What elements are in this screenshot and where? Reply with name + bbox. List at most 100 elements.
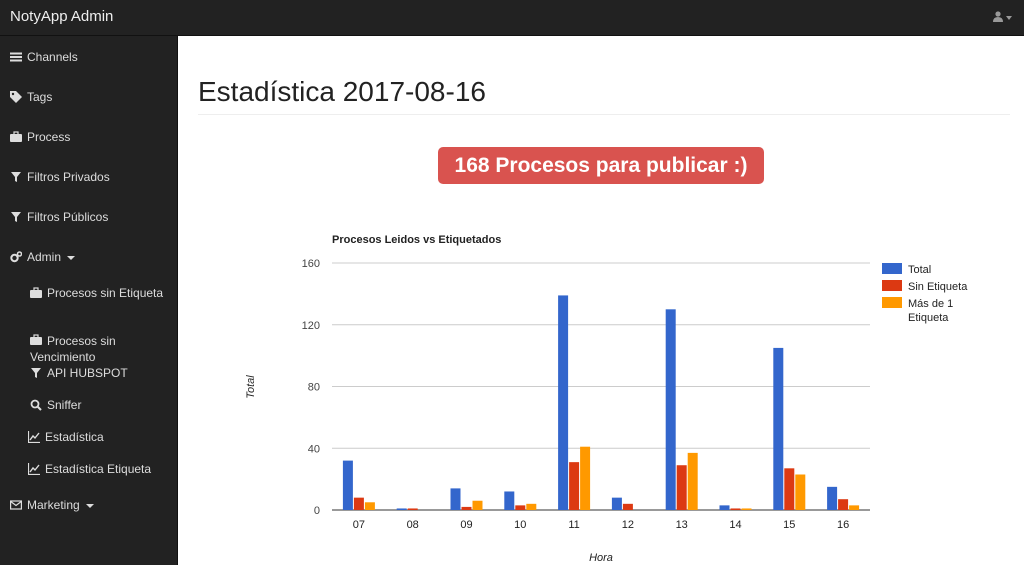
x-tick-label: 14 [729, 519, 741, 531]
y-tick-label: 160 [302, 258, 320, 270]
sidebar-item-process[interactable]: Process [10, 130, 188, 145]
x-axis-label: Hora [589, 552, 613, 564]
sidebar-item-sniffer[interactable]: Sniffer [30, 398, 208, 413]
bar-16-0 [827, 486, 838, 510]
bar-14-1 [730, 508, 741, 510]
legend-swatch [882, 280, 902, 291]
sidebar-item-label: Procesos sin Etiqueta [47, 286, 164, 300]
sidebar-item-estadistica[interactable]: Estadística [28, 430, 206, 445]
legend-swatch [882, 297, 902, 308]
sidebar-item-estadistica-etiqueta[interactable]: Estadística Etiqueta [28, 462, 206, 477]
bar-15-2 [795, 474, 806, 510]
sidebar-item-tags[interactable]: Tags [10, 90, 188, 105]
x-tick-label: 15 [783, 519, 795, 531]
x-tick-label: 09 [460, 519, 472, 531]
brand-link[interactable]: NotyApp Admin [10, 8, 114, 25]
sidebar-item-label: Marketing [27, 498, 80, 512]
legend-label: Más de 1 [908, 298, 953, 310]
sidebar-item-text: Procesos sin Vencimiento [30, 334, 116, 364]
sidebar-item-procesos-sin-etiqueta[interactable]: Procesos sin Etiqueta [30, 286, 208, 301]
sidebar-item-procesos-sin-vencimiento[interactable]: Procesos sin Vencimiento [30, 318, 170, 365]
sidebar-item-label: Process [27, 130, 71, 144]
bar-12-1 [622, 503, 633, 510]
bar-15-1 [784, 468, 795, 510]
filter-icon [10, 211, 22, 223]
briefcase-icon [30, 287, 42, 299]
publish-count-badge: 168 Procesos para publicar :) [438, 147, 764, 184]
bar-13-0 [665, 309, 676, 510]
sidebar-item-label: Filtros Privados [27, 170, 110, 184]
legend-swatch [882, 263, 902, 274]
bar-07-0 [342, 460, 353, 510]
list-icon [10, 51, 22, 63]
bar-09-0 [450, 488, 461, 510]
sidebar-item-label: API HUBSPOT [47, 366, 128, 380]
bar-08-1 [407, 508, 418, 510]
bar-13-1 [676, 465, 687, 510]
y-tick-label: 0 [314, 505, 320, 517]
user-menu[interactable] [993, 11, 1012, 25]
bar-16-2 [849, 505, 860, 510]
x-tick-label: 16 [837, 519, 849, 531]
bar-07-1 [353, 497, 364, 510]
x-tick-label: 08 [407, 519, 419, 531]
sidebar-item-marketing[interactable]: Marketing [10, 498, 188, 513]
main-content: Estadística 2017-08-16 168 Procesos para… [178, 36, 1024, 565]
chevron-down-icon [67, 256, 76, 260]
y-axis-label: Total [245, 375, 257, 399]
bar-11-1 [569, 462, 580, 510]
sidebar-item-label: Estadística [45, 430, 104, 444]
sidebar-item-label: Channels [27, 50, 78, 64]
sidebar-item-channels[interactable]: Channels [10, 50, 188, 65]
bar-08-0 [396, 508, 407, 510]
chart-title: Procesos Leidos vs Etiquetados [332, 234, 501, 246]
bar-12-0 [611, 497, 622, 510]
sidebar-item-label: Estadística Etiqueta [45, 462, 152, 476]
legend-label: Etiqueta [908, 312, 949, 324]
page-title: Estadística 2017-08-16 [198, 76, 486, 107]
bar-15-0 [773, 347, 784, 510]
briefcase-icon [10, 131, 22, 143]
sidebar-item-admin[interactable]: Admin [10, 250, 188, 265]
sidebar-item-api-hubspot[interactable]: API HUBSPOT [30, 366, 208, 381]
x-tick-label: 13 [676, 519, 688, 531]
sidebar-item-label: Filtros Públicos [27, 210, 109, 224]
bar-11-0 [558, 295, 569, 510]
bar-11-2 [580, 446, 591, 510]
filter-icon [10, 171, 22, 183]
sidebar-item-label: Procesos sin Vencimiento [30, 318, 116, 365]
y-tick-label: 120 [302, 320, 320, 332]
briefcase-icon [30, 334, 42, 346]
x-tick-label: 12 [622, 519, 634, 531]
envelope-icon [10, 499, 22, 511]
sidebar-item-filtros-privados[interactable]: Filtros Privados [10, 170, 188, 185]
sidebar-item-label: Tags [27, 90, 53, 104]
y-tick-label: 40 [308, 443, 320, 455]
y-tick-label: 80 [308, 382, 320, 394]
title-divider [198, 114, 1010, 115]
sidebar-item-label: Admin [27, 250, 62, 264]
bar-14-0 [719, 505, 730, 510]
legend-label: Sin Etiqueta [908, 281, 968, 293]
bar-16-1 [838, 499, 849, 510]
filter-icon [30, 367, 42, 379]
tags-icon [10, 91, 22, 103]
user-icon [993, 11, 1003, 25]
chevron-down-icon [1006, 16, 1012, 20]
line-chart-icon [28, 463, 40, 475]
x-tick-label: 07 [353, 519, 365, 531]
search-icon [30, 399, 42, 411]
legend-label: Total [908, 264, 931, 276]
sidebar-item-label: Sniffer [47, 398, 82, 412]
bar-09-2 [472, 500, 483, 510]
line-chart-icon [28, 431, 40, 443]
bar-13-2 [687, 452, 698, 510]
x-tick-label: 11 [568, 519, 579, 531]
sidebar-item-filtros-publicos[interactable]: Filtros Públicos [10, 210, 188, 225]
bar-07-2 [364, 502, 375, 510]
bar-10-0 [504, 491, 515, 510]
chevron-down-icon [85, 504, 94, 508]
bar-09-1 [461, 506, 472, 510]
top-navbar: NotyApp Admin [0, 0, 1024, 36]
